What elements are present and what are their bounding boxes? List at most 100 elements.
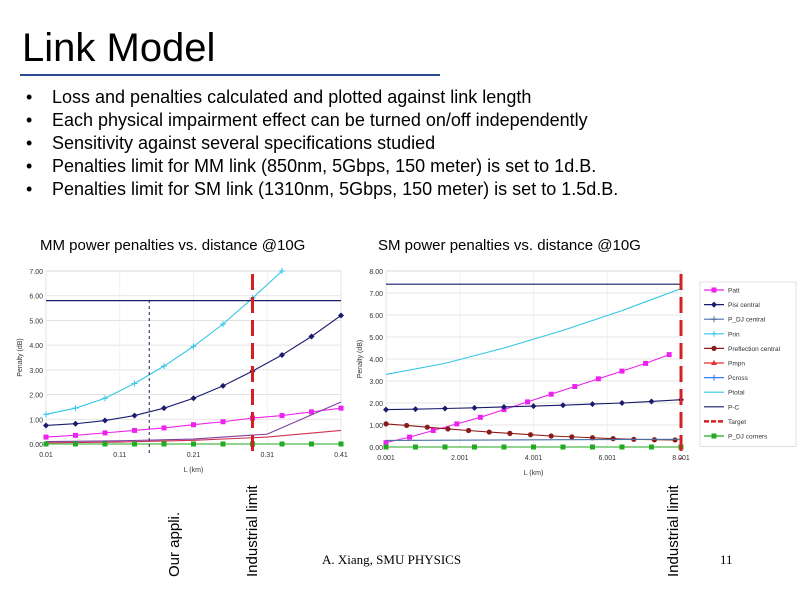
bullet-item: • Penalties limit for MM link (850nm, 5Gb… <box>26 155 618 178</box>
sm-legend-label: Preflection central <box>728 346 781 353</box>
bullet-dot: • <box>26 87 33 107</box>
mm-point-pjitter <box>161 363 167 370</box>
sm-point-preflection-central <box>589 435 596 441</box>
bullet-text: Loss and penalties calculated and plotte… <box>52 87 532 107</box>
sm-point-patt <box>407 434 413 440</box>
mm-point-pjitter <box>131 380 138 387</box>
sm-legend-label: Ptotal <box>728 390 745 397</box>
sm-point-preflection-central <box>527 432 534 438</box>
sm-point-p-dj-corners <box>471 444 477 450</box>
sm-point-pisi-central <box>589 401 596 408</box>
sm-legend-label: Target <box>728 419 746 426</box>
sm-point-patt <box>619 368 625 374</box>
sm-point-patt <box>595 376 601 382</box>
sm-point-p-dj-corners <box>648 444 654 450</box>
mm-point-pisi-central <box>338 312 344 319</box>
mm-point-pjitter <box>43 411 49 418</box>
mm-point-pts <box>132 427 137 433</box>
sm-y-tick-label: 6.00 <box>369 313 383 320</box>
sm-point-preflection-central <box>672 437 678 443</box>
mm-point-pts <box>161 425 167 431</box>
sm-point-preflection-central <box>548 433 554 439</box>
bullet-text: Penalties limit for MM link (850nm, 5Gbp… <box>52 156 597 176</box>
sm-legend-marker <box>711 345 717 351</box>
slide-title: Link Model <box>22 26 216 70</box>
bullet-item: • Each physical impairment effect can be … <box>26 109 618 132</box>
sm-legend-marker <box>711 316 717 323</box>
sm-series-ptotal <box>385 288 682 375</box>
sm-point-preflection-central <box>569 434 575 440</box>
mm-point-pisi-central <box>220 382 226 389</box>
sm-point-pisi-central <box>412 406 419 413</box>
sm-point-patt <box>643 360 649 366</box>
footer-text: A. Xiang, SMU PHYSICS <box>322 552 462 567</box>
our-appli-label: Our appli. <box>166 511 183 577</box>
sm-point-pisi-central <box>471 404 478 411</box>
sm-y-axis-label: Penalty (dB) <box>357 340 364 379</box>
mm-point-pisi-central <box>72 420 79 427</box>
mm-point-pisi-central <box>43 422 49 429</box>
mm-point-p-dj-corners <box>102 441 108 447</box>
sm-legend-marker <box>711 374 717 381</box>
mm-point-pisi-central <box>190 395 197 402</box>
sm-point-p-dj-corners <box>619 444 625 450</box>
mm-x-tick-label: 0.01 <box>39 452 53 459</box>
sm-legend-label: Patt <box>728 288 740 295</box>
sm-point-preflection-central <box>445 426 451 432</box>
mm-point-p-dj-corners <box>279 441 285 447</box>
mm-y-axis-label: Penalty (dB) <box>17 338 24 377</box>
mm-y-tick-label: 0.00 <box>29 442 43 449</box>
bullet-item: • Sensitivity against several specificati… <box>26 132 618 155</box>
sm-point-pisi-central <box>441 405 448 412</box>
mm-point-pjitter <box>190 343 197 350</box>
mm-chart-title: MM power penalties vs. distance @10G <box>40 237 306 254</box>
sm-x-tick-label: 2.001 <box>451 455 469 462</box>
sm-legend-label: Pcross <box>728 375 749 382</box>
mm-x-axis-label: L (km) <box>184 467 204 474</box>
bullet-dot: • <box>26 179 33 199</box>
mm-x-tick-label: 0.11 <box>113 452 126 459</box>
title-underline <box>20 74 440 76</box>
bullet-text: Sensitivity against several specificatio… <box>52 133 436 153</box>
sm-point-patt <box>666 352 672 358</box>
sm-point-pisi-central <box>648 398 655 405</box>
mm-y-tick-label: 7.00 <box>29 269 43 276</box>
mm-point-p-dj-corners <box>338 441 344 447</box>
sm-y-tick-label: 5.00 <box>369 335 383 342</box>
mm-point-pts <box>220 419 226 425</box>
sm-x-tick-label: 4.001 <box>525 455 543 462</box>
sm-legend-marker <box>711 330 717 337</box>
mm-point-p-dj-corners <box>132 441 137 447</box>
sm-point-p-dj-corners <box>530 444 536 450</box>
sm-point-p-dj-corners <box>560 444 566 450</box>
sm-legend-label: P_DJ corners <box>728 434 768 441</box>
mm-y-tick-label: 3.00 <box>29 368 43 375</box>
bullet-item: • Penalties limit for SM link (1310nm, 5G… <box>26 178 618 201</box>
mm-point-pts <box>191 422 196 428</box>
mm-series-p-dj-central <box>45 401 342 443</box>
mm-point-pisi-central <box>308 333 315 340</box>
sm-y-tick-label: 3.00 <box>369 379 383 386</box>
sm-y-tick-label: 0.00 <box>369 445 383 452</box>
sm-chart-title: SM power penalties vs. distance @10G <box>378 237 641 254</box>
sm-legend-label: Prin <box>728 331 740 338</box>
mm-x-tick-label: 0.41 <box>334 452 348 459</box>
mm-y-tick-label: 6.00 <box>29 294 43 301</box>
sm-x-axis-label: L (km) <box>524 470 544 477</box>
sm-y-tick-label: 7.00 <box>369 291 383 298</box>
sm-point-p-dj-corners <box>412 444 418 450</box>
sm-point-preflection-central <box>610 436 616 442</box>
mm-point-pisi-central <box>102 417 108 424</box>
sm-point-patt <box>572 384 578 389</box>
mm-series-pmode <box>45 429 342 444</box>
mm-point-p-dj-corners <box>309 441 314 447</box>
sm-point-pisi-central <box>559 402 566 409</box>
sm-point-preflection-central <box>404 422 410 429</box>
page-number: 11 <box>720 552 733 567</box>
sm-point-pisi-central <box>530 403 537 410</box>
sm-point-p-dj-corners <box>589 444 595 450</box>
sm-point-preflection-central <box>486 429 492 435</box>
mm-point-pjitter <box>102 395 108 402</box>
sm-point-pisi-central <box>500 403 507 410</box>
mm-x-tick-label: 0.21 <box>187 452 201 459</box>
